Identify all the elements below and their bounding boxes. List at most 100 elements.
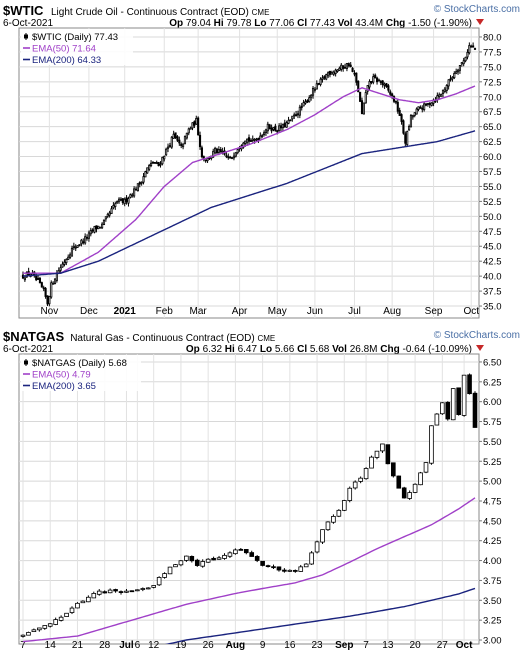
candle-body — [296, 113, 300, 116]
candle-body — [461, 374, 467, 416]
candle-body — [114, 203, 117, 207]
candle-body — [187, 128, 190, 134]
candle-body — [358, 477, 363, 482]
candle-body — [112, 205, 115, 209]
candle-body — [244, 140, 247, 144]
down-arrow-icon — [476, 345, 484, 351]
y-tick-label: 77.5 — [483, 47, 502, 58]
x-tick-label: Sep — [425, 306, 443, 317]
candle-body — [409, 115, 413, 128]
candle-body — [429, 425, 434, 464]
candle-body — [355, 72, 358, 83]
candle-body — [357, 80, 360, 93]
candle-body — [325, 74, 328, 80]
x-tick-label: 16 — [284, 640, 296, 651]
candle-body — [418, 472, 423, 486]
candle-body — [86, 596, 91, 603]
y-tick-label: 35.0 — [483, 302, 502, 313]
candle-body — [162, 573, 167, 578]
candle-body — [283, 122, 286, 128]
candle-body — [376, 77, 379, 83]
candle-body — [233, 549, 238, 555]
candle-body — [140, 588, 146, 590]
y-tick-label: 80.0 — [483, 32, 502, 43]
candle-body — [243, 549, 249, 554]
legend-label: EMA(200) 3.65 — [32, 381, 96, 392]
candle-body — [303, 563, 309, 568]
candle-body — [65, 258, 68, 264]
candle-body — [464, 56, 467, 62]
candle-body — [125, 197, 128, 202]
candle-body — [215, 148, 219, 154]
candle-body — [404, 133, 407, 144]
quote-line: Op 6.32 Hi 6.47 Lo 5.66 Cl 5.68 Vol 26.8… — [186, 344, 472, 355]
candle-body — [338, 67, 341, 71]
x-tick-label: Dec — [80, 306, 98, 317]
candle-body — [289, 119, 292, 122]
candle-body — [91, 593, 97, 599]
candle-body — [206, 158, 209, 162]
candle-body — [135, 589, 140, 592]
candle-body — [370, 81, 373, 84]
candle-body — [255, 138, 258, 141]
candle-body — [323, 76, 326, 79]
candle-body — [423, 103, 426, 111]
candle-body — [174, 132, 177, 139]
candle-body — [35, 275, 38, 281]
x-tick-label: 20 — [410, 640, 422, 651]
candle-body — [183, 136, 187, 144]
candle-body — [298, 566, 304, 572]
candle-body — [63, 261, 66, 265]
candle-body — [61, 263, 64, 268]
candle-body — [467, 374, 472, 395]
candle-body — [311, 87, 315, 96]
candle-body — [222, 554, 227, 559]
candle-body — [347, 63, 350, 67]
x-tick-label: 7 — [363, 640, 369, 651]
y-tick-label: 5.25 — [483, 457, 502, 468]
watermark: © StockCharts.com — [434, 4, 520, 15]
candle-body — [456, 387, 461, 415]
candle-body — [421, 107, 424, 110]
y-tick-label: 3.50 — [483, 596, 502, 607]
candle-body — [200, 561, 206, 567]
candle-body — [336, 69, 339, 72]
candle-body — [325, 521, 331, 531]
candle-body — [396, 101, 399, 112]
candle-body — [116, 201, 119, 204]
candle-body — [332, 71, 335, 75]
candle-body — [97, 225, 100, 230]
candle-body — [366, 85, 369, 92]
candle-body — [75, 602, 80, 609]
y-tick-label: 5.00 — [483, 477, 502, 488]
candle-body — [263, 132, 266, 135]
candle-body — [242, 142, 245, 148]
candle-body — [53, 619, 58, 625]
candle-body — [50, 282, 53, 298]
candle-body — [211, 557, 216, 561]
candle-body — [214, 147, 217, 154]
candle-body — [419, 106, 422, 109]
candle-body — [198, 134, 202, 148]
candle-body — [428, 102, 431, 105]
candle-body — [443, 88, 446, 92]
candle-body — [340, 64, 343, 70]
candle-body — [353, 72, 356, 75]
candle-body — [372, 76, 375, 83]
candle-body — [67, 256, 70, 260]
candle-body — [230, 157, 234, 159]
quote-line: Op 79.04 Hi 79.78 Lo 77.06 Cl 77.43 Vol … — [169, 18, 472, 29]
y-tick-label: 67.5 — [483, 107, 502, 118]
candle-body — [148, 165, 151, 170]
candle-body — [364, 92, 367, 104]
candle-body — [385, 83, 388, 88]
candle-body — [268, 124, 271, 130]
candle-body — [402, 120, 405, 134]
candle-body — [129, 590, 135, 593]
candle-body — [138, 182, 141, 185]
candle-body — [321, 77, 324, 80]
x-tick-label: 27 — [437, 640, 449, 651]
candle-body — [302, 102, 305, 107]
x-tick-label: Feb — [156, 306, 174, 317]
candle-body — [155, 162, 158, 165]
